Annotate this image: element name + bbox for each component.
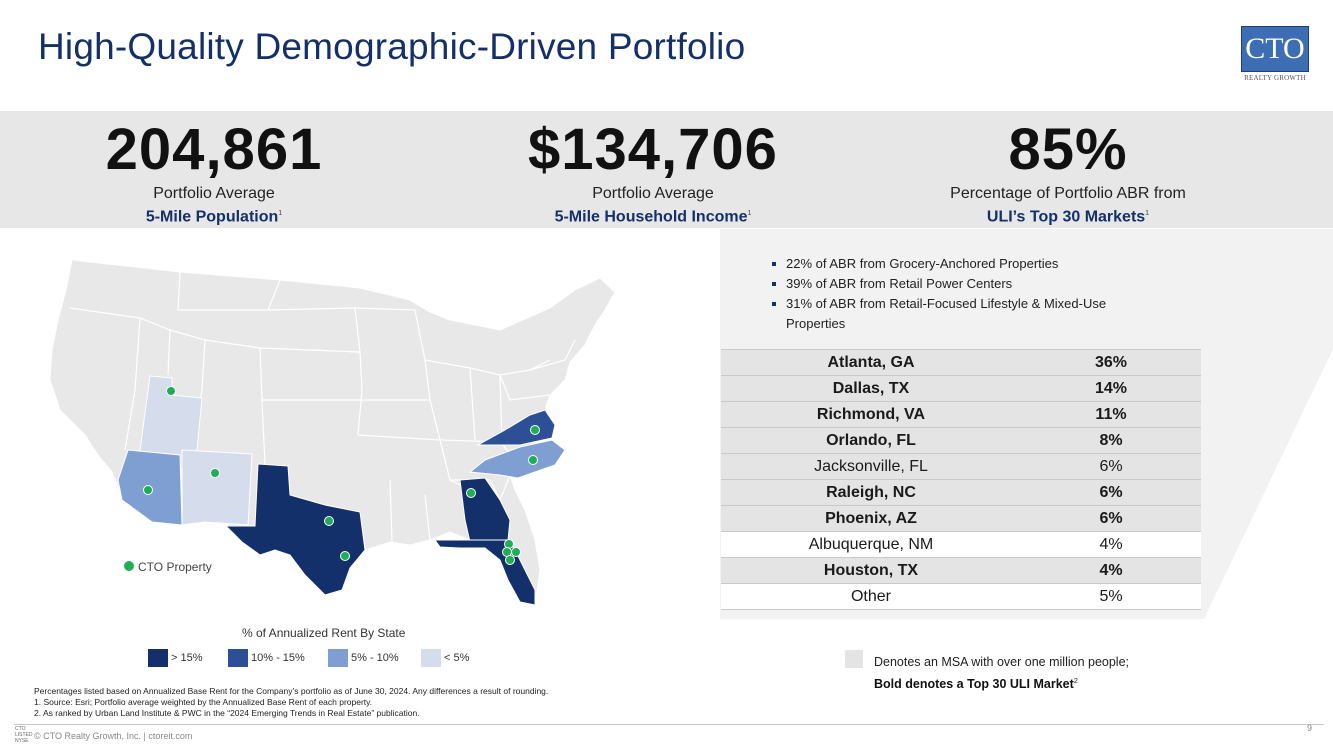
scale-item: 10% - 15% (228, 649, 305, 667)
scale-item: > 15% (148, 649, 203, 667)
stat-label: Portfolio Average (153, 185, 275, 202)
footnotes: Percentages listed based on Annualized B… (34, 686, 548, 719)
cto-property-dot (143, 485, 153, 495)
cto-property-dot (530, 425, 540, 435)
footnote: Percentages listed based on Annualized B… (34, 686, 549, 696)
table-row: Richmond, VA 11% (721, 402, 1201, 428)
stat-value: 204,861 (105, 117, 323, 182)
property-dots (143, 386, 540, 565)
stat-sublabel: ULI’s Top 30 Markets1 (986, 208, 1150, 226)
cto-property-dot (210, 468, 220, 478)
us-map (49, 259, 616, 606)
scale-label: 10% - 15% (251, 652, 305, 664)
abr-bullets: 22% of ABR from Grocery-Anchored Propert… (772, 254, 1122, 334)
markets-table: Atlanta, GA 36% Dallas, TX 14% Richmond, V… (721, 349, 1201, 610)
table-row: Atlanta, GA 36% (721, 350, 1201, 376)
property-legend-label: CTO Property (138, 560, 212, 574)
cto-property-dot (466, 488, 476, 498)
cto-property-dot (511, 547, 521, 557)
stat-value: 85% (1008, 117, 1128, 182)
table-row: Jacksonville, FL 6% (721, 454, 1201, 480)
stats-band (0, 111, 1333, 228)
rent-scale-title: % of Annualized Rent By State (242, 626, 406, 640)
stat-income: $134,706 Portfolio Average 5-Mile Househ… (493, 116, 813, 227)
scale-label: < 5% (444, 652, 470, 664)
bullet-item: 31% of ABR from Retail-Focused Lifestyle… (772, 294, 1116, 334)
logo-subtitle: REALTY GROWTH (1244, 74, 1306, 82)
stat-sublabel: 5-Mile Population1 (145, 208, 283, 226)
table-row: Dallas, TX 14% (721, 376, 1201, 402)
scale-swatch (228, 649, 248, 667)
page-title: High-Quality Demographic-Driven Portfoli… (38, 26, 746, 67)
company-logo: CTO REALTY GROWTH (1241, 26, 1309, 82)
table-row: Houston, TX 4% (721, 558, 1201, 584)
footnote: 2. As ranked by Urban Land Institute & P… (34, 708, 420, 718)
table-row: Phoenix, AZ 6% (721, 506, 1201, 532)
stat-population: 204,861 Portfolio Average 5-Mile Populat… (74, 116, 354, 227)
stat-label: Portfolio Average (592, 185, 714, 202)
footer-divider (14, 724, 1324, 725)
bold-legend-text: Bold denotes a Top 30 ULI Market2 (874, 677, 1078, 692)
cto-property-dot (528, 455, 538, 465)
scale-item: < 5% (421, 649, 469, 667)
cto-property-dot (505, 555, 515, 565)
stat-sublabel: 5-Mile Household Income1 (554, 208, 752, 226)
table-row: Raleigh, NC 6% (721, 480, 1201, 506)
state-new-mexico (181, 449, 253, 526)
state-north-carolina (468, 439, 566, 479)
cto-property-dot (340, 551, 350, 561)
footer-copyright: © CTO Realty Growth, Inc. | ctoreit.com (34, 731, 193, 741)
page-number: 9 (1307, 723, 1313, 733)
msa-legend-text: Denotes an MSA with over one million peo… (874, 655, 1130, 669)
scale-swatch (148, 649, 168, 667)
nyse-badge: CTO LISTED NYSE (15, 726, 33, 744)
footnote: 1. Source: Esri; Portfolio average weigh… (34, 697, 373, 707)
cto-property-dot (324, 516, 334, 526)
table-row: Other 5% (721, 584, 1201, 610)
stat-top30: 85% Percentage of Portfolio ABR from ULI… (928, 116, 1208, 227)
scale-swatch (328, 649, 348, 667)
bullet-item: 39% of ABR from Retail Power Centers (772, 274, 1122, 294)
table-row: Orlando, FL 8% (721, 428, 1201, 454)
state-texas (224, 463, 366, 596)
scale-item: 5% - 10% (328, 649, 399, 667)
table-row: Albuquerque, NM 4% (721, 532, 1201, 558)
scale-label: 5% - 10% (351, 652, 399, 664)
slant-decoration (1204, 229, 1333, 619)
state-virginia (476, 409, 556, 446)
msa-swatch (845, 650, 863, 668)
bullet-item: 22% of ABR from Grocery-Anchored Propert… (772, 254, 1122, 274)
scale-label: > 15% (171, 652, 203, 664)
property-legend-dot (124, 561, 134, 571)
stat-value: $134,706 (528, 117, 778, 182)
logo-mark: CTO (1241, 26, 1309, 72)
cto-property-dot (166, 386, 176, 396)
scale-swatch (421, 649, 441, 667)
stat-label: Percentage of Portfolio ABR from (950, 185, 1186, 202)
